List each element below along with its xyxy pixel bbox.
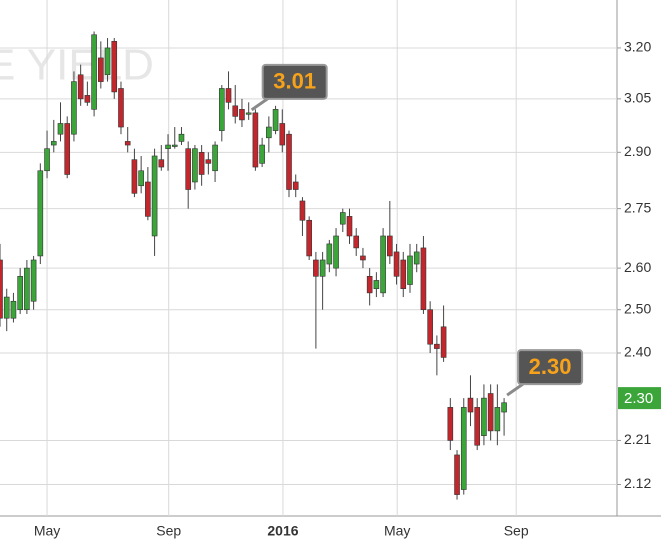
candle-body (24, 267, 30, 311)
candle-body (10, 300, 17, 319)
candle-body (158, 159, 165, 168)
candle-body (239, 109, 245, 121)
candle-body (44, 148, 50, 172)
candle-body (319, 259, 326, 277)
candle-body (165, 144, 171, 149)
candle-body (306, 219, 312, 257)
candle-body (313, 259, 319, 277)
candle-body (98, 57, 104, 82)
candle-body (50, 141, 57, 146)
y-tick-label: 3.05 (624, 90, 651, 106)
candle-body (91, 34, 97, 110)
candle-body (218, 88, 225, 131)
y-tick-label: 2.90 (624, 143, 651, 159)
candle-body (111, 41, 118, 93)
candle-body (440, 326, 447, 358)
candle-body (225, 88, 232, 103)
y-tick-label: 2.50 (624, 300, 651, 316)
candle-body (64, 123, 71, 175)
candle-body (420, 247, 427, 311)
candle-body (71, 81, 77, 135)
candle-body (474, 407, 481, 446)
candle-body (494, 407, 501, 432)
candle-body (77, 74, 84, 100)
candle-body (299, 200, 306, 221)
y-tick-label: 2.12 (624, 475, 651, 491)
candle-body (427, 309, 433, 345)
callout-label: 2.30 (529, 354, 572, 379)
candle-body (413, 251, 420, 265)
candle-body (380, 235, 386, 294)
candle-body (198, 152, 205, 175)
candle-body (434, 343, 440, 349)
x-tick-label: Sep (504, 523, 529, 539)
candle-body (17, 276, 23, 311)
candle-body (30, 259, 37, 302)
candle-body (387, 235, 393, 257)
x-tick-label: May (34, 523, 60, 539)
candle-body (185, 148, 191, 190)
candle-body (205, 159, 212, 164)
y-tick-label: 3.20 (624, 39, 651, 55)
candle-body (178, 133, 185, 142)
candle-body (57, 123, 64, 135)
y-tick-label: 2.60 (624, 259, 651, 275)
y-tick-label: 2.40 (624, 344, 651, 360)
candle-body (460, 407, 467, 490)
candle-body (286, 133, 292, 190)
y-tick-label: 2.75 (624, 199, 651, 215)
x-tick-label: May (384, 523, 410, 539)
candle-body (333, 235, 339, 269)
candle-body (487, 393, 494, 432)
candle-body (259, 144, 265, 164)
watermark: E YIELD (0, 41, 154, 90)
candle-body (366, 276, 373, 294)
candle-body (212, 144, 218, 172)
candle-body (124, 141, 131, 146)
candle-body (131, 159, 138, 194)
candle-body (151, 155, 158, 237)
candle-body (339, 212, 346, 225)
candle-body (118, 88, 124, 128)
candle-body (3, 296, 10, 319)
candle-body (373, 280, 380, 290)
y-tick-label: 2.21 (624, 431, 651, 447)
candle-body (326, 243, 333, 265)
callout-box (261, 63, 328, 100)
last-price-tag (618, 387, 661, 410)
last-price-label: 2.30 (624, 390, 653, 407)
candle-body (84, 95, 91, 103)
x-tick-label: Sep (156, 523, 181, 539)
candle-body (292, 181, 299, 190)
candle-body (400, 259, 407, 290)
candle-body (454, 454, 460, 495)
candle-body (501, 402, 507, 413)
callout-label: 3.01 (273, 69, 316, 94)
candle-body (467, 397, 474, 413)
candle-body (232, 105, 239, 117)
candle-body (145, 181, 151, 217)
candle-body (360, 255, 366, 261)
candle-body (272, 109, 279, 131)
candle-body (0, 259, 3, 319)
candle-body (37, 170, 44, 257)
candle-body (447, 407, 454, 441)
candle-body (245, 112, 252, 115)
candle-body (192, 148, 198, 183)
candle-body (279, 123, 286, 146)
candle-body (346, 216, 353, 237)
candle-body (407, 255, 413, 285)
x-tick-label: 2016 (267, 523, 298, 539)
candle-body (252, 112, 259, 168)
candle-body (266, 126, 272, 139)
candle-body (481, 397, 487, 436)
candle-body (171, 144, 178, 147)
candle-body (104, 47, 111, 76)
callout-box (517, 349, 584, 386)
candle-body (138, 170, 144, 187)
candle-body (393, 251, 400, 277)
candle-body (353, 235, 360, 249)
